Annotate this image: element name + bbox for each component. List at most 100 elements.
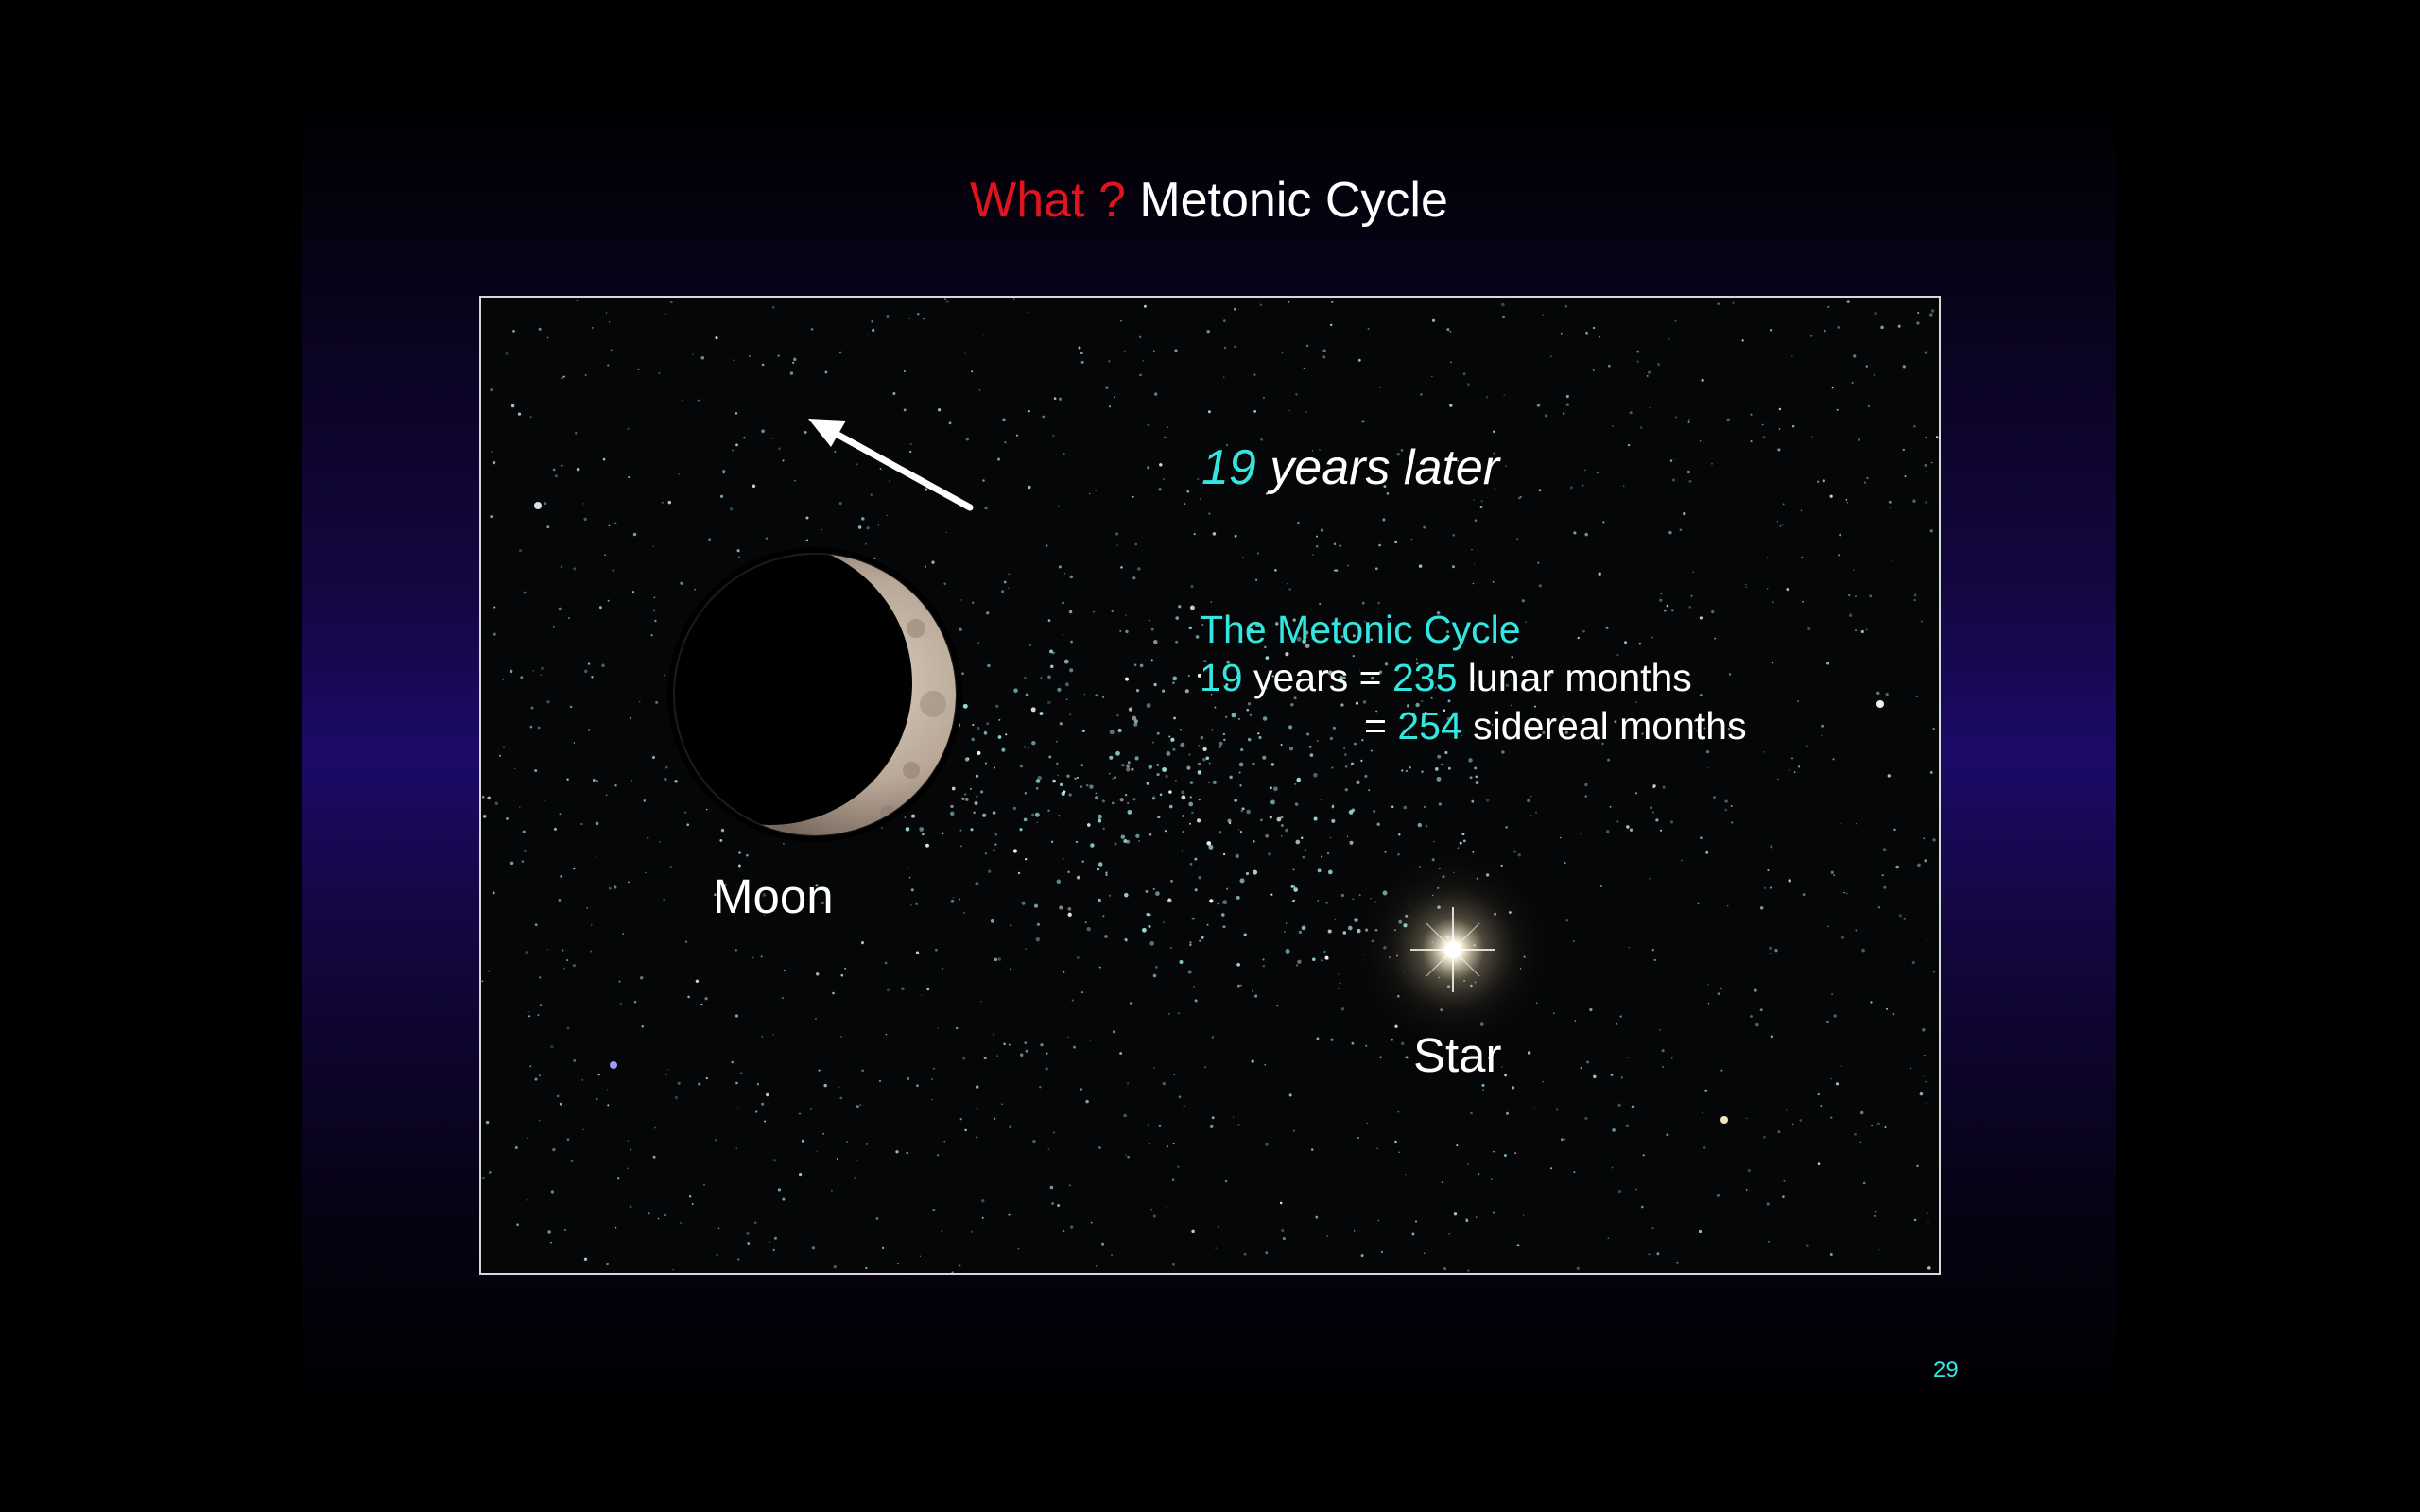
background-star [833, 1264, 837, 1269]
background-star [714, 893, 717, 897]
background-star [1690, 594, 1693, 597]
background-star [1450, 361, 1452, 364]
background-star [1178, 605, 1182, 609]
background-star [1164, 830, 1167, 833]
background-star [1759, 1008, 1763, 1012]
background-star [527, 1137, 529, 1140]
background-star [534, 1077, 538, 1081]
background-star [715, 336, 718, 340]
background-star [680, 581, 683, 585]
background-star [550, 1044, 554, 1049]
background-star [1420, 393, 1423, 396]
background-star [544, 502, 547, 506]
background-star [1132, 495, 1134, 498]
background-star [886, 514, 888, 517]
background-star [493, 606, 496, 609]
background-star [1456, 1144, 1459, 1147]
background-star [688, 1194, 692, 1198]
background-star [1415, 702, 1420, 708]
background-star [1025, 948, 1027, 950]
background-star [1062, 857, 1064, 860]
background-star [959, 845, 963, 848]
background-star [1074, 777, 1077, 780]
background-star [1564, 730, 1568, 734]
background-star [1663, 609, 1667, 612]
background-star [1009, 1125, 1012, 1129]
sky-illustration [481, 298, 1939, 1273]
background-star [911, 814, 915, 818]
background-star [1577, 636, 1580, 640]
background-star [546, 700, 550, 704]
background-star [1782, 503, 1785, 506]
background-star [1315, 544, 1319, 548]
background-star [1362, 700, 1367, 704]
background-star [1493, 430, 1495, 433]
background-star [1059, 782, 1063, 787]
background-star [1851, 381, 1854, 384]
background-star [529, 1065, 532, 1068]
background-star [650, 634, 653, 637]
background-star [1042, 415, 1046, 419]
background-star [1626, 825, 1630, 829]
background-star [1128, 707, 1133, 712]
background-star [1195, 635, 1200, 639]
background-star [1211, 729, 1214, 731]
background-star [1204, 1066, 1206, 1068]
background-star [706, 808, 708, 811]
background-star [1642, 1154, 1645, 1157]
background-star [1493, 452, 1495, 455]
background-star [1763, 886, 1767, 889]
background-star [1055, 740, 1058, 743]
background-star [1827, 925, 1829, 928]
background-star [1627, 443, 1631, 447]
background-star [1867, 404, 1871, 408]
background-star [1235, 853, 1239, 859]
background-star [1086, 784, 1089, 787]
background-star [1262, 396, 1266, 400]
background-star [880, 826, 884, 830]
background-star [964, 757, 970, 762]
background-star [1661, 1049, 1665, 1053]
background-star [823, 1083, 827, 1088]
background-star [1080, 1088, 1083, 1091]
presentation-slide: What ? Metonic Cycle [302, 91, 2116, 1419]
background-star [1563, 412, 1565, 415]
background-star [1197, 770, 1202, 775]
background-star [1359, 669, 1361, 672]
background-star [1741, 339, 1744, 342]
background-star [1321, 855, 1323, 858]
background-star [1292, 618, 1296, 622]
background-star [1915, 695, 1918, 697]
background-star [657, 1217, 660, 1220]
background-star [1123, 350, 1126, 352]
background-star [1338, 973, 1340, 975]
background-star [1259, 818, 1263, 822]
background-star [1547, 673, 1551, 677]
background-star [959, 627, 962, 631]
background-star [492, 460, 496, 465]
background-star [1218, 1226, 1219, 1228]
background-star [1208, 762, 1211, 765]
background-star [980, 790, 984, 794]
background-star [1614, 720, 1617, 724]
background-star [1840, 822, 1842, 825]
background-star [1050, 664, 1054, 669]
background-star [1929, 529, 1933, 533]
background-star [1150, 627, 1154, 631]
background-star [1280, 816, 1284, 819]
background-star [1177, 1012, 1180, 1015]
background-star [1039, 712, 1044, 716]
background-star [1846, 300, 1850, 303]
background-star [1769, 886, 1772, 889]
background-star [1453, 1212, 1458, 1216]
background-star [619, 1003, 622, 1005]
background-star [1935, 436, 1939, 438]
background-star [895, 1150, 899, 1154]
background-star [789, 371, 794, 375]
background-star [573, 868, 576, 870]
background-star [959, 829, 962, 832]
background-star [1239, 984, 1242, 987]
background-star [1069, 668, 1074, 673]
background-star [1666, 604, 1669, 608]
background-star [763, 914, 766, 917]
